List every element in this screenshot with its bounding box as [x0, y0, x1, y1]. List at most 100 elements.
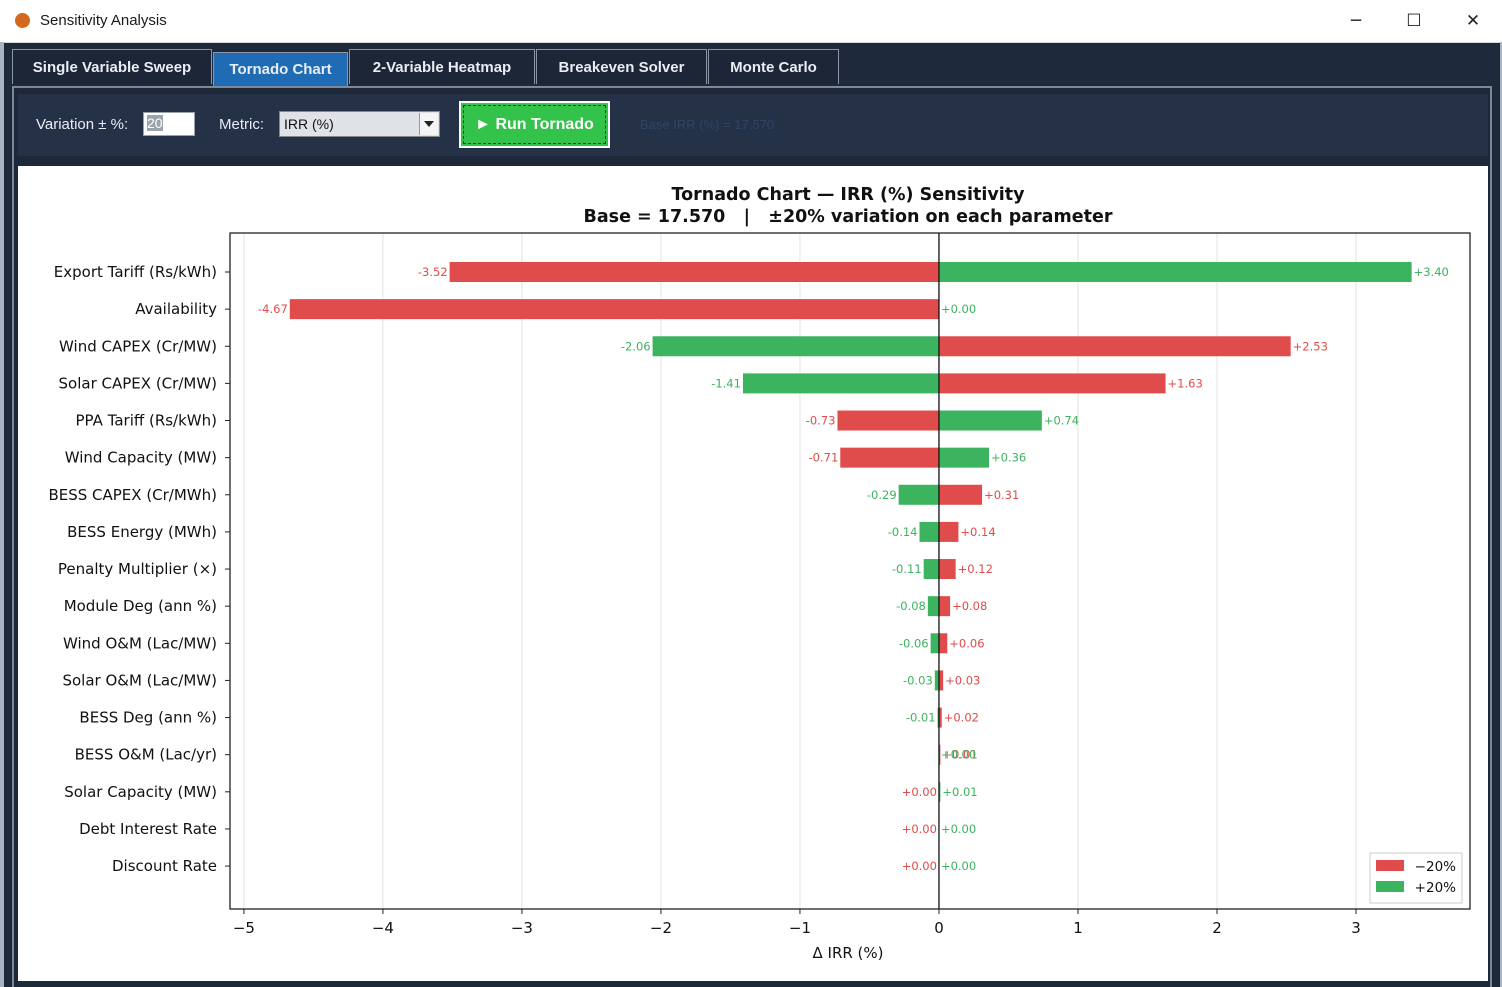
data-label-plus: -0.06 [899, 636, 929, 650]
data-label-plus: -0.14 [888, 525, 918, 539]
data-label-plus: +0.01 [942, 785, 977, 799]
bar-minus [837, 410, 939, 431]
y-tick-label: Wind CAPEX (Cr/MW) [59, 337, 217, 355]
variation-value: 20 [147, 115, 163, 131]
data-label-plus: +0.00 [941, 302, 976, 316]
y-tick-label: Debt Interest Rate [79, 820, 217, 838]
data-label-plus: +0.36 [991, 451, 1026, 465]
data-label-plus: -0.03 [903, 673, 933, 687]
chart-subtitle: Base = 17.570 | ±20% variation on each p… [584, 207, 1113, 227]
data-label-plus: -0.01 [906, 711, 936, 725]
data-label-minus: -4.67 [258, 302, 288, 316]
data-label-minus: +0.14 [960, 525, 995, 539]
y-tick-label: Wind O&M (Lac/MW) [63, 634, 217, 652]
y-tick-label: Wind Capacity (MW) [65, 449, 217, 467]
data-label-minus: +0.08 [952, 599, 987, 613]
bar-minus [938, 744, 941, 765]
run-tornado-button[interactable]: ► Run Tornado [459, 101, 610, 148]
bar-plus [898, 484, 939, 505]
bar-minus [938, 633, 948, 654]
bar-minus [938, 596, 951, 617]
bar-plus [919, 521, 939, 542]
bar-plus [652, 336, 939, 357]
chevron-down-icon[interactable] [419, 113, 438, 135]
x-tick-label: −2 [650, 919, 672, 937]
bar-minus [938, 559, 956, 580]
bar-plus [930, 633, 939, 654]
data-label-minus: +0.12 [958, 562, 993, 576]
bar-plus [934, 670, 939, 691]
metric-select[interactable]: IRR (%) [279, 111, 440, 137]
y-tick-label: BESS CAPEX (Cr/MWh) [48, 486, 217, 504]
x-tick-label: 2 [1212, 919, 1222, 937]
window-title: Sensitivity Analysis [40, 12, 167, 29]
maximize-button[interactable]: ☐ [1406, 11, 1422, 31]
minimize-button[interactable]: ─ [1350, 11, 1362, 31]
bar-minus [449, 262, 939, 282]
data-label-plus: -0.11 [892, 562, 922, 576]
data-label-minus: +1.63 [1168, 376, 1203, 390]
data-label-minus: -3.52 [418, 265, 448, 279]
bar-plus [937, 707, 939, 728]
variation-label: Variation ± %: [36, 116, 129, 133]
metric-selected-value: IRR (%) [284, 116, 334, 132]
bar-minus [938, 336, 1291, 357]
y-tick-label: PPA Tariff (Rs/kWh) [76, 412, 218, 430]
bar-minus [938, 521, 959, 542]
data-label-minus: +0.00 [902, 785, 937, 799]
bar-minus [938, 670, 944, 691]
bar-plus [938, 781, 941, 802]
data-label-minus: -0.73 [806, 414, 836, 428]
data-label-minus: +0.02 [944, 711, 979, 725]
app-icon [15, 13, 30, 28]
bar-plus [927, 596, 939, 617]
data-label-minus: -0.71 [809, 451, 839, 465]
data-label-plus: -0.08 [896, 599, 926, 613]
bar-minus [938, 373, 1166, 394]
y-tick-label: Module Deg (ann %) [64, 597, 217, 615]
data-label-plus: +0.00 [941, 822, 976, 836]
chart-panel: Tornado Chart — IRR (%) Sensitivity Base… [18, 166, 1488, 981]
tab-single-variable-sweep[interactable]: Single Variable Sweep [12, 49, 212, 84]
x-tick-label: 1 [1073, 919, 1083, 937]
data-label-plus: +3.40 [1414, 265, 1449, 279]
bar-minus [938, 484, 983, 505]
bar-plus [938, 262, 1412, 282]
close-button[interactable]: ✕ [1465, 11, 1481, 31]
data-label-plus: +0.74 [1044, 414, 1079, 428]
data-label-plus: -0.29 [867, 488, 897, 502]
tab-2-variable-heatmap[interactable]: 2-Variable Heatmap [349, 49, 535, 84]
bar-plus [938, 410, 1042, 431]
data-label-minus: +0.00 [902, 859, 937, 873]
data-label-minus: +0.03 [945, 673, 980, 687]
tab-monte-carlo[interactable]: Monte Carlo [708, 49, 839, 84]
data-label-minus: +0.01 [942, 748, 977, 762]
x-tick-label: 3 [1351, 919, 1361, 937]
variation-input[interactable]: 20 [143, 112, 195, 136]
controls-bar: Variation ± %: Metric: [18, 94, 1488, 156]
data-label-plus: -2.06 [621, 339, 651, 353]
legend-label-minus: −20% [1415, 859, 1456, 875]
y-tick-label: Penalty Multiplier (×) [58, 560, 217, 578]
y-tick-label: BESS Energy (MWh) [67, 523, 217, 541]
y-tick-label: Solar Capacity (MW) [64, 783, 217, 801]
metric-label: Metric: [219, 116, 264, 133]
legend: −20% +20% [1369, 852, 1463, 904]
bar-minus [840, 447, 939, 468]
data-label-minus: +2.53 [1293, 339, 1328, 353]
tab-tornado-chart[interactable]: Tornado Chart [213, 52, 348, 86]
status-text: Base IRR (%) = 17.570 [640, 117, 775, 132]
legend-swatch-plus [1376, 881, 1404, 892]
tab-breakeven-solver[interactable]: Breakeven Solver [536, 49, 707, 84]
y-tick-label: Availability [135, 300, 217, 318]
x-tick-label: −3 [511, 919, 533, 937]
data-label-plus: +0.00 [941, 748, 976, 762]
legend-swatch-minus [1376, 860, 1404, 871]
tornado-chart: Tornado Chart — IRR (%) Sensitivity Base… [48, 185, 1471, 962]
bar-minus [289, 299, 939, 320]
y-tick-label: BESS O&M (Lac/yr) [75, 746, 217, 764]
bar-plus [938, 447, 990, 468]
x-tick-label: −4 [372, 919, 394, 937]
y-tick-label: BESS Deg (ann %) [79, 709, 217, 727]
x-tick-label: 0 [934, 919, 944, 937]
